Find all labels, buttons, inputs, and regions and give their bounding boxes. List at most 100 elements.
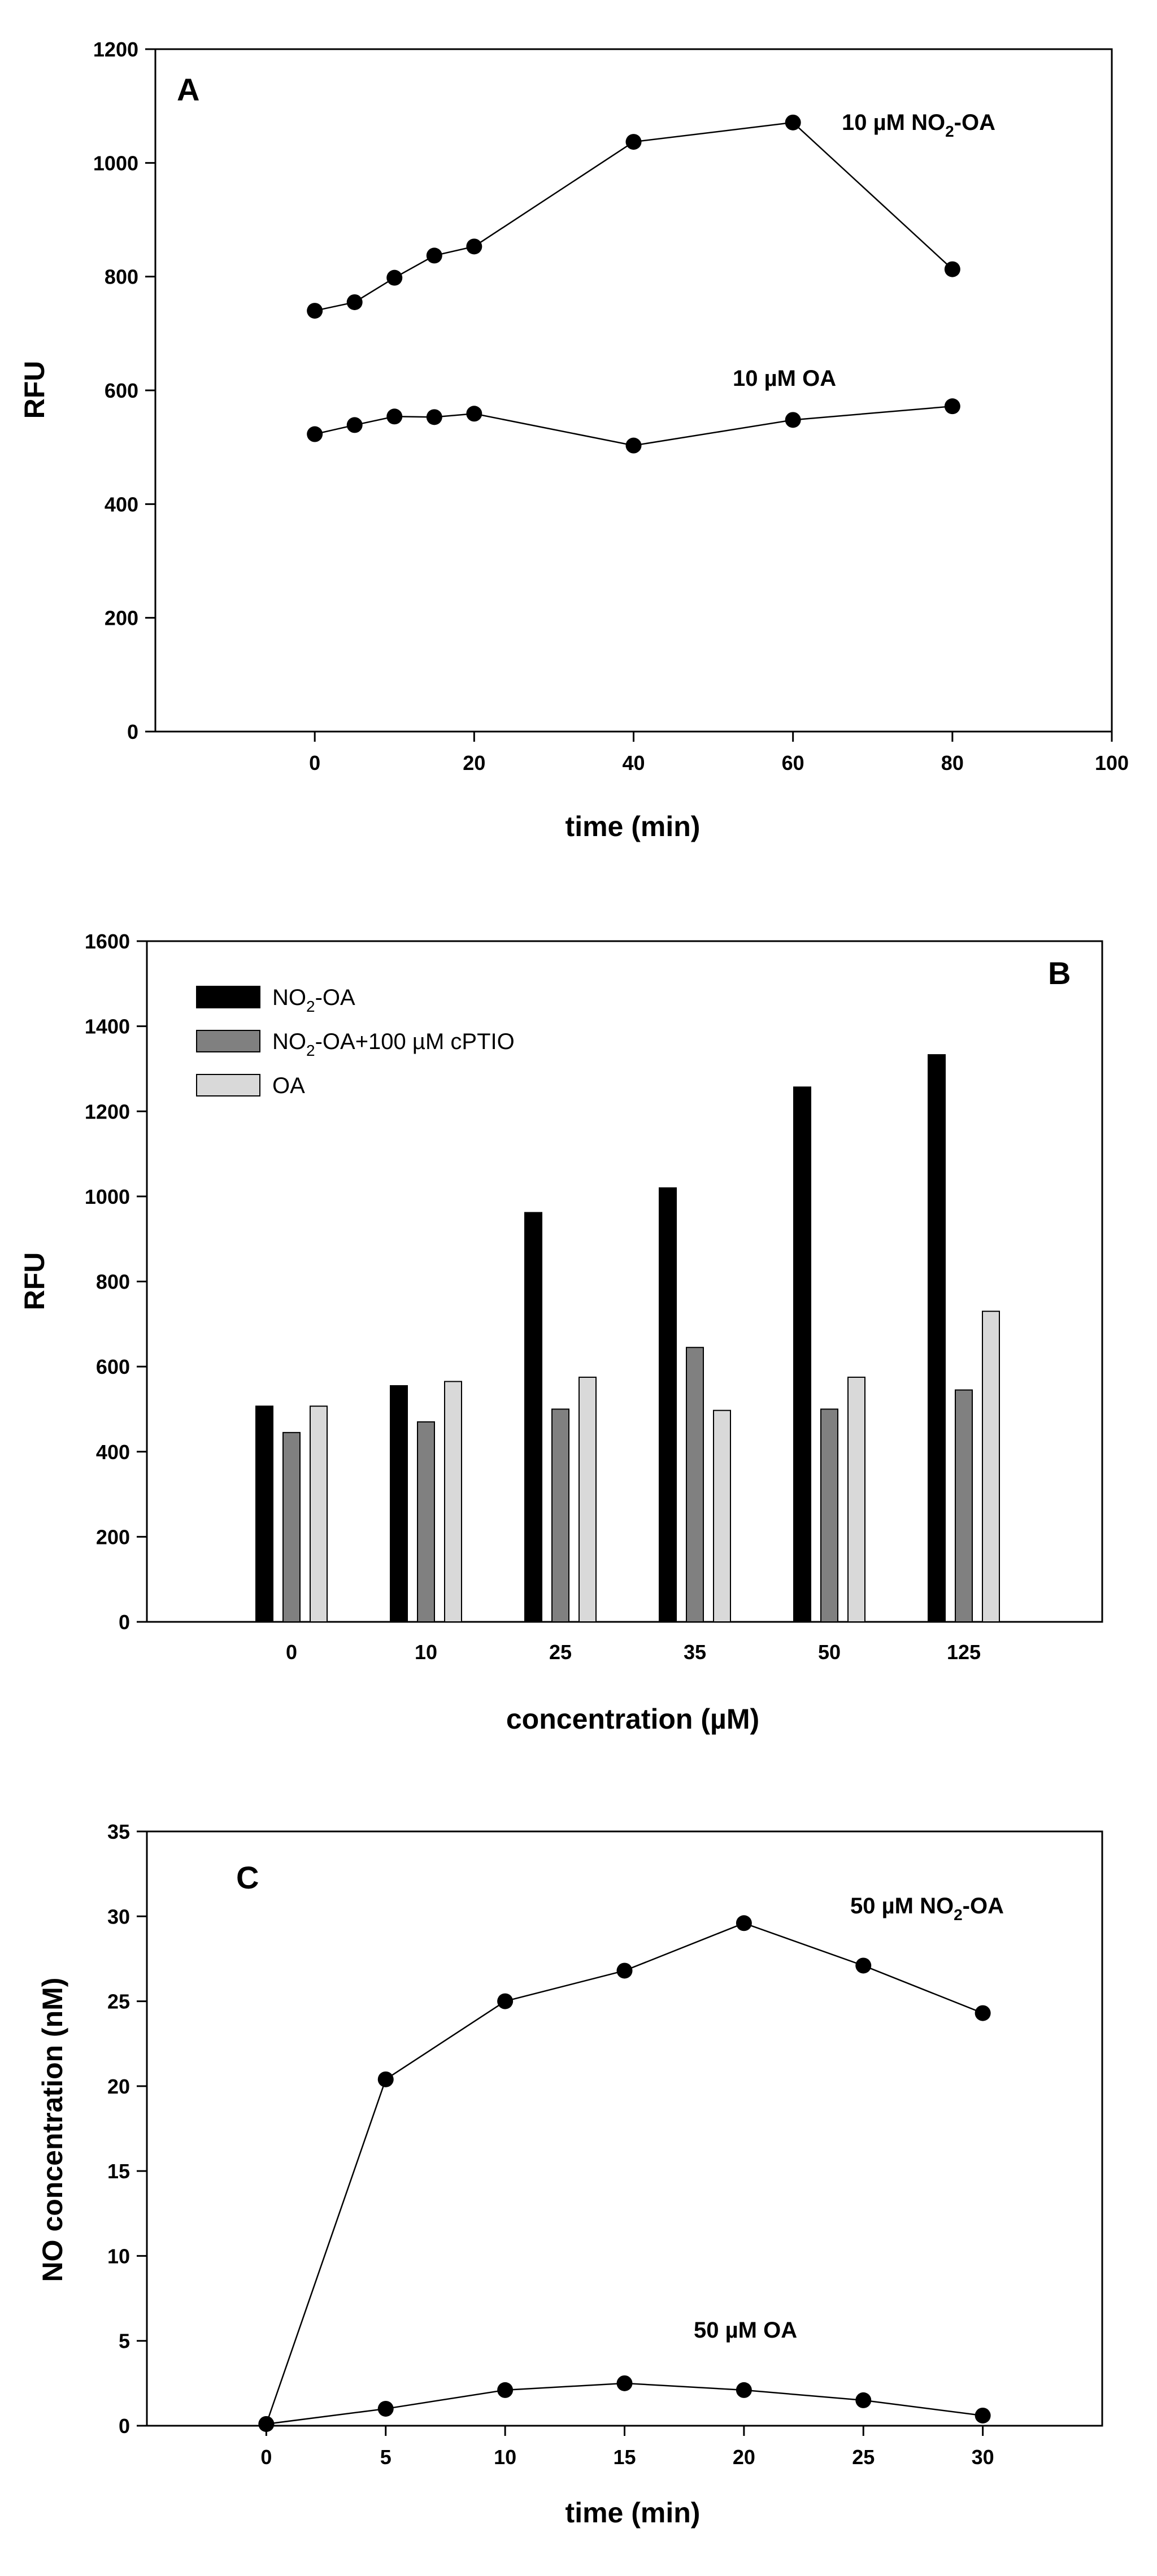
panel-c-xlabel: time (min) <box>566 2497 701 2529</box>
panel-b-bar-2-1 <box>444 1381 462 1622</box>
panel-b-x-axis: 0 10 25 35 50 125 <box>286 1641 981 1664</box>
panel-b-ytick-label: 800 <box>96 1270 130 1294</box>
panel-a-xtick-label: 40 <box>622 751 645 774</box>
panel-b-ytick-label: 1600 <box>85 930 130 953</box>
panel-a-series <box>307 114 960 454</box>
panel-a-series-0-line <box>314 121 953 312</box>
panel-b-ytick-label: 1400 <box>85 1015 130 1038</box>
panel-b-letter: B <box>1048 955 1071 991</box>
panel-b-bar-0-2 <box>524 1212 542 1622</box>
panel-b-bar-1-1 <box>417 1421 435 1622</box>
legend-label-no2oa: NO2-OA <box>272 985 355 1015</box>
panel-a-ylabel: RFU <box>19 361 50 419</box>
panel-a-series-1-point <box>944 398 960 415</box>
panel-a-series-0-point <box>386 269 403 286</box>
panel-b-ytick-label: 1000 <box>85 1185 130 1208</box>
panel-c-xtick-label: 20 <box>733 2446 755 2469</box>
panel-a-letter: A <box>177 72 199 107</box>
panel-c-series-0-line <box>266 1922 984 2425</box>
panel-a-series-0-point <box>426 247 442 264</box>
panel-a-frame <box>154 48 1113 733</box>
panel-b-bar-0-1 <box>390 1385 408 1622</box>
panel-c-y-axis: 0 5 10 15 20 25 30 35 <box>107 1820 147 2438</box>
panel-a-series-1-point <box>426 409 442 425</box>
panel-a-ytick-label: 400 <box>105 493 138 516</box>
panel-b-bar-1-0 <box>282 1431 301 1622</box>
panel-c-xtick-label: 5 <box>380 2446 392 2469</box>
legend-label-oa: OA <box>272 1073 305 1098</box>
panel-c: C NO concentration (nM) time (min) 0 5 10 1… <box>37 1820 1103 2529</box>
panel-a-label-oa: 10 µM OA <box>733 366 836 391</box>
panel-c-label-oa: 50 µM OA <box>694 2318 797 2343</box>
panel-a-xtick-label: 100 <box>1095 751 1129 774</box>
panel-b-bars <box>255 1054 1000 1622</box>
panel-c-series-1-point <box>377 2400 394 2417</box>
panel-b-xlabel: concentration (µM) <box>506 1703 759 1735</box>
panel-a-series-0-point <box>346 294 363 310</box>
panel-b-bar-0-5 <box>928 1054 946 1622</box>
panel-b-bar-1-3 <box>686 1347 704 1622</box>
panel-c-ylabel: NO concentration (nM) <box>37 1978 68 2282</box>
panel-c-series-0-point <box>855 1957 872 1974</box>
panel-a-xtick-label: 20 <box>463 751 485 774</box>
panel-a-series-0-point <box>307 303 323 319</box>
panel-c-xtick-label: 0 <box>260 2446 272 2469</box>
panel-c-ytick-label: 0 <box>119 2414 130 2438</box>
panel-c-series-0-point <box>975 2005 991 2021</box>
panel-a-series-0-point <box>466 238 482 255</box>
panel-c-xtick-label: 15 <box>613 2446 636 2469</box>
panel-c-xtick-label: 25 <box>852 2446 875 2469</box>
panel-c-series-1-point <box>497 2382 514 2398</box>
panel-c-ytick-label: 15 <box>107 2160 130 2183</box>
panel-b-bar-1-5 <box>955 1389 973 1622</box>
panel-c-series-1-point <box>975 2407 991 2423</box>
panel-b-bar-2-3 <box>713 1409 731 1622</box>
panel-b-ylabel: RFU <box>19 1252 50 1311</box>
panel-b-xtick-label: 35 <box>684 1641 706 1664</box>
legend-swatch-no2oa <box>196 986 260 1008</box>
panel-c-series-0-point <box>377 2071 394 2087</box>
panel-a-series-1-point <box>307 426 323 442</box>
panel-b-ytick-label: 1200 <box>85 1100 130 1123</box>
panel-a-series-1-point <box>785 412 801 428</box>
panel-a-series-0-point <box>944 261 960 277</box>
panel-a-ytick-label: 0 <box>127 720 138 743</box>
panel-c-series-1-point <box>616 2375 633 2391</box>
panel-b-bar-2-0 <box>310 1406 328 1622</box>
panel-a-series-1-point <box>625 437 642 454</box>
panel-c-ytick-label: 20 <box>107 2075 130 2098</box>
panel-a-ytick-label: 600 <box>105 379 138 402</box>
panel-c-series-1-point <box>855 2392 872 2408</box>
panel-c-xtick-label: 10 <box>494 2446 516 2469</box>
legend-label-no2oa-cptio: NO2-OA+100 µM cPTIO <box>272 1029 515 1059</box>
panel-c-xtick-label: 30 <box>972 2446 994 2469</box>
legend-swatch-oa <box>196 1074 260 1096</box>
panel-a-xtick-label: 60 <box>782 751 804 774</box>
panel-a-ytick-label: 1000 <box>93 151 138 175</box>
panel-c-ytick-label: 30 <box>107 1905 130 1928</box>
panel-a-y-axis: 0 200 400 600 800 1000 1200 <box>93 38 155 743</box>
panel-a-xlabel: time (min) <box>566 811 701 842</box>
panel-b-ytick-label: 600 <box>96 1355 130 1378</box>
panel-c-ytick-label: 35 <box>107 1820 130 1843</box>
panel-b-ytick-label: 400 <box>96 1441 130 1464</box>
panel-b-bar-2-4 <box>847 1376 865 1622</box>
legend-swatch-no2oa-cptio <box>196 1030 260 1052</box>
panel-b-y-axis: 0 200 400 600 800 1000 1200 1400 1600 <box>85 930 147 1634</box>
panel-a-xtick-label: 0 <box>309 751 320 774</box>
panel-b-bar-2-5 <box>982 1311 1000 1622</box>
panel-c-series-0-point <box>497 1993 514 2009</box>
panel-a-ytick-label: 1200 <box>93 38 138 61</box>
panel-b-bar-0-0 <box>255 1406 273 1622</box>
panel-c-ytick-label: 5 <box>119 2330 130 2353</box>
panel-b-bar-1-4 <box>820 1408 838 1622</box>
panel-c-series <box>258 1915 991 2432</box>
panel-a-x-axis: 0 20 40 60 80 100 <box>309 732 1129 774</box>
panel-c-label-no2oa: 50 µM NO2-OA <box>850 1894 1004 1924</box>
panel-b-xtick-label: 10 <box>415 1641 437 1664</box>
panel-c-series-1-point <box>736 2382 752 2398</box>
panel-c-ytick-label: 25 <box>107 1990 130 2013</box>
panel-b: B RFU concentration (µM) 0 200 400 600 800 10… <box>19 930 1103 1735</box>
